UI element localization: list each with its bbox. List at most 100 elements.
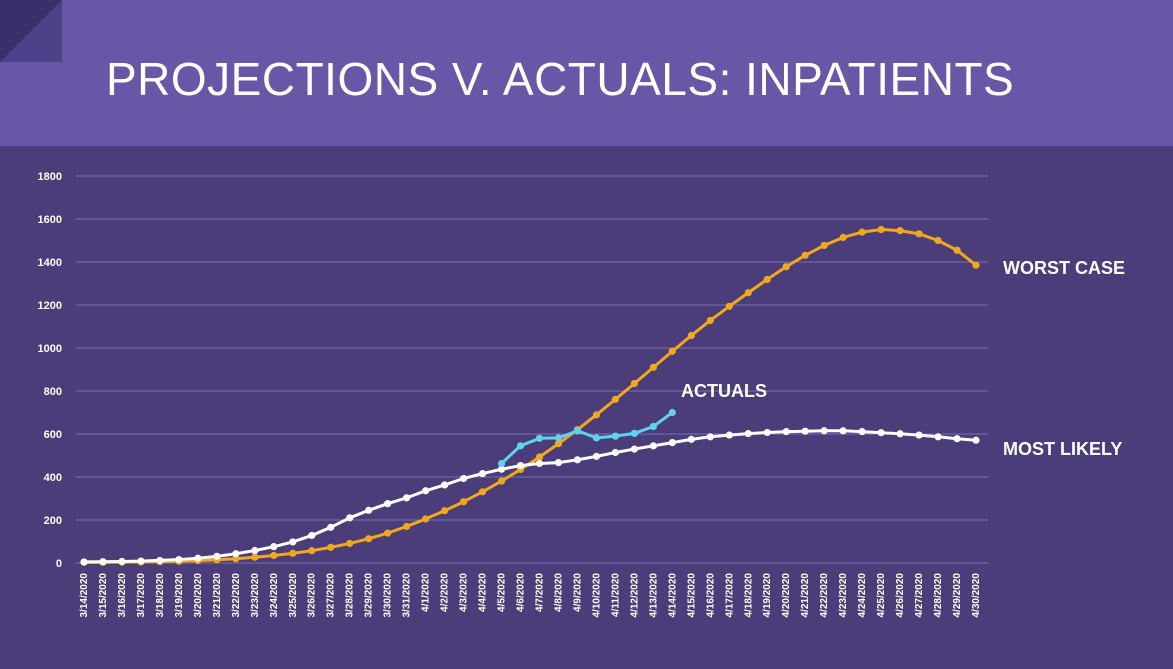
series-label: MOST LIKELY: [1003, 439, 1122, 459]
data-point: [80, 558, 88, 566]
x-tick-label: 4/28/2020: [933, 573, 944, 618]
y-tick-label: 600: [44, 429, 62, 441]
y-tick-label: 1600: [38, 214, 62, 226]
data-point: [175, 555, 183, 564]
x-tick-label: 3/14/2020: [79, 573, 90, 618]
y-axis-ticks: 0 200 400 600 800 1000 1200 1400 1600 1800: [38, 171, 62, 570]
x-tick-label: 3/18/2020: [155, 573, 166, 618]
data-point: [896, 227, 904, 235]
data-point: [213, 552, 221, 560]
data-point: [554, 434, 563, 442]
data-point: [592, 434, 601, 442]
data-point: [99, 558, 107, 566]
data-point: [687, 331, 695, 340]
data-point: [308, 531, 316, 540]
data-point: [725, 302, 733, 310]
x-tick-label: 3/27/2020: [326, 573, 337, 618]
data-point: [877, 429, 885, 437]
x-tick-label: 4/19/2020: [762, 573, 773, 618]
data-point: [592, 411, 601, 419]
x-tick-label: 4/9/2020: [572, 573, 583, 612]
data-point: [801, 427, 809, 435]
data-point: [630, 379, 638, 388]
x-tick-label: 3/21/2020: [212, 573, 223, 618]
data-point: [137, 557, 145, 565]
data-point: [763, 275, 771, 284]
data-point: [232, 550, 240, 558]
data-point: [934, 433, 942, 441]
x-tick-label: 4/7/2020: [534, 573, 545, 612]
data-point: [649, 442, 657, 450]
series-actuals: [497, 408, 676, 468]
data-point: [365, 535, 373, 543]
series-label: WORST CASE: [1003, 258, 1125, 278]
x-tick-label: 4/23/2020: [838, 573, 849, 618]
data-point: [782, 263, 790, 271]
x-tick-label: 4/29/2020: [952, 573, 963, 618]
data-point: [801, 251, 809, 259]
y-tick-label: 1200: [38, 300, 62, 312]
data-point: [535, 434, 544, 442]
x-tick-label: 4/5/2020: [497, 573, 508, 612]
data-point: [611, 448, 620, 457]
x-tick-label: 4/2/2020: [440, 573, 451, 612]
data-point: [972, 436, 980, 444]
data-point: [516, 442, 525, 450]
title-banner: PROJECTIONS V. ACTUALS: INPATIENTS: [0, 0, 1173, 146]
data-point: [687, 435, 695, 443]
x-tick-label: 4/6/2020: [516, 573, 527, 612]
data-point: [554, 440, 563, 448]
x-tick-label: 3/17/2020: [136, 573, 147, 618]
x-tick-label: 4/1/2020: [421, 573, 432, 612]
data-point: [934, 236, 942, 245]
data-point: [289, 549, 297, 557]
series-lines: [80, 225, 980, 566]
data-point: [820, 241, 828, 250]
y-tick-label: 1000: [38, 343, 62, 355]
data-point: [440, 507, 449, 515]
data-point: [327, 543, 335, 551]
x-tick-label: 4/13/2020: [648, 573, 659, 618]
line-chart: 0 200 400 600 800 1000 1200 1400 1600 1800 3/14/2…: [38, 171, 1126, 618]
x-tick-label: 3/25/2020: [288, 573, 299, 618]
data-point: [744, 429, 752, 438]
x-tick-label: 4/24/2020: [857, 573, 868, 618]
data-point: [573, 427, 582, 435]
data-point: [403, 494, 411, 502]
series-line: [500, 411, 674, 465]
data-point: [516, 462, 525, 470]
data-point: [668, 439, 676, 447]
data-point: [744, 289, 752, 297]
data-point: [497, 465, 506, 473]
data-point: [896, 430, 904, 438]
data-point: [118, 557, 126, 566]
data-point: [668, 408, 676, 417]
x-tick-label: 4/20/2020: [781, 573, 792, 618]
x-axis-ticks: 3/14/2020 3/15/2020 3/16/2020 3/17/2020 3/18…: [79, 573, 982, 618]
data-point: [592, 452, 601, 460]
data-point: [422, 515, 430, 523]
data-point: [782, 428, 790, 436]
data-point: [630, 429, 638, 437]
data-point: [535, 459, 544, 468]
x-tick-label: 3/31/2020: [402, 573, 413, 618]
data-point: [725, 431, 733, 439]
x-tick-label: 3/28/2020: [345, 573, 356, 618]
y-tick-label: 1800: [38, 171, 62, 183]
data-point: [270, 543, 278, 551]
x-tick-label: 3/30/2020: [383, 573, 394, 618]
data-point: [858, 228, 866, 236]
data-point: [611, 432, 620, 440]
x-tick-label: 4/18/2020: [743, 573, 754, 618]
data-point: [611, 395, 620, 403]
data-point: [972, 261, 980, 269]
data-point: [858, 428, 866, 436]
x-tick-label: 4/26/2020: [895, 573, 906, 618]
x-tick-label: 3/26/2020: [307, 573, 318, 618]
data-point: [668, 347, 676, 355]
x-tick-label: 4/11/2020: [610, 573, 621, 617]
x-tick-label: 4/25/2020: [876, 573, 887, 618]
series-line: [83, 429, 977, 564]
x-tick-label: 3/22/2020: [231, 573, 242, 618]
x-tick-label: 4/21/2020: [800, 573, 811, 618]
